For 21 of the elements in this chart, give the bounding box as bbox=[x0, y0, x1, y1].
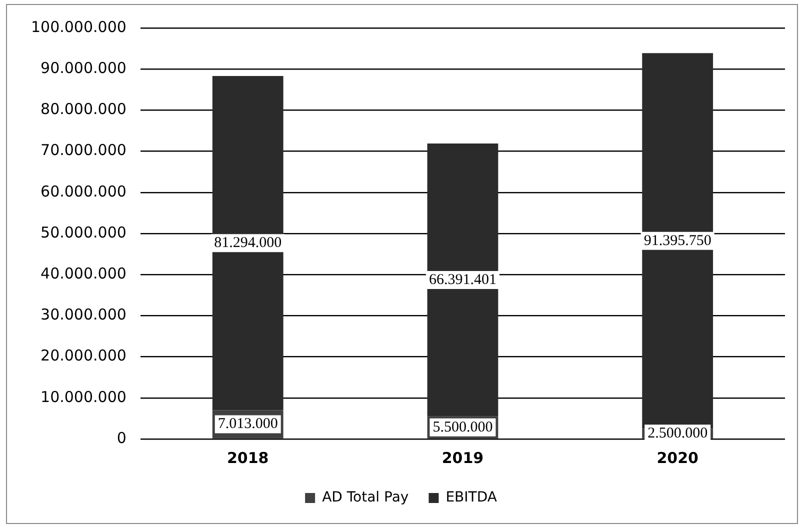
y-tick-label: 60.000.000 bbox=[40, 182, 126, 200]
y-tick-label: 0 bbox=[116, 428, 126, 447]
y-tick-label: 50.000.000 bbox=[40, 223, 126, 242]
y-tick-label: 30.000.000 bbox=[40, 306, 126, 324]
legend-label: EBITDA bbox=[446, 490, 498, 506]
y-tick-label: 40.000.000 bbox=[40, 264, 126, 282]
y-tick-label: 10.000.000 bbox=[40, 388, 126, 406]
x-tick-label: 2018 bbox=[226, 448, 269, 467]
data-label: 81.294.000 bbox=[214, 235, 282, 252]
data-label: 7.013.000 bbox=[218, 416, 278, 432]
y-tick-label: 100.000.000 bbox=[30, 18, 126, 36]
x-tick-label: 2019 bbox=[442, 448, 484, 467]
y-tick-label: 20.000.000 bbox=[40, 346, 126, 365]
legend-label: AD Total Pay bbox=[322, 490, 409, 506]
data-label: 66.391.401 bbox=[428, 272, 496, 288]
y-tick-label: 70.000.000 bbox=[40, 141, 126, 160]
data-label: 91.395.750 bbox=[644, 232, 712, 249]
x-tick-label: 2020 bbox=[656, 448, 698, 467]
y-tick-label: 90.000.000 bbox=[40, 58, 126, 77]
y-tick-label: 80.000.000 bbox=[40, 100, 126, 118]
data-label: 5.500.000 bbox=[432, 419, 493, 436]
